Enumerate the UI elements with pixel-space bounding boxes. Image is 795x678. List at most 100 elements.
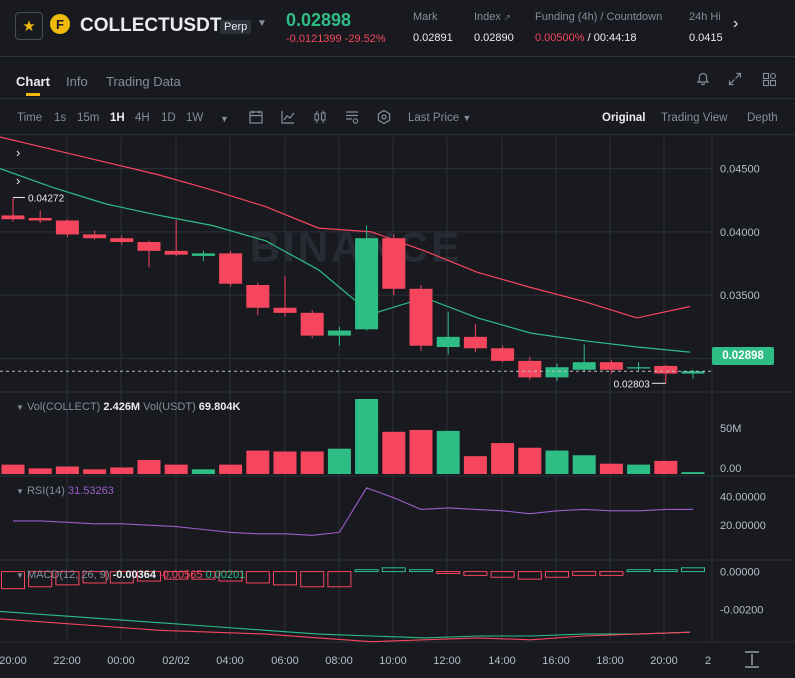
- volume-eye-icon[interactable]: ▼: [16, 403, 24, 412]
- time-axis-label: 18:00: [596, 655, 624, 667]
- macd-collapse-icon[interactable]: ▼: [16, 571, 24, 580]
- volume-bar: [545, 450, 569, 474]
- timeframe-1h[interactable]: 1H: [110, 112, 125, 124]
- timeframe-1d[interactable]: 1D: [161, 112, 176, 124]
- candle-body: [300, 312, 324, 336]
- expand-legend-icon: ›: [16, 145, 20, 160]
- candle-body: [137, 241, 161, 251]
- macd-histogram-bar: [273, 571, 297, 586]
- price-change-pct: -29.52%: [344, 33, 386, 45]
- macd-histogram-bar: [82, 571, 107, 584]
- candle-body: [382, 238, 406, 289]
- rsi-legend: ▼ RSI(14) 31.53263: [16, 485, 114, 497]
- expand-legend-icon: ›: [16, 173, 20, 188]
- macd-histogram-bar: [545, 571, 569, 578]
- volume-bar: [654, 460, 678, 474]
- macd-histogram-bar: [245, 571, 270, 584]
- volume-bar: [110, 467, 134, 474]
- time-axis-label: 02/02: [162, 655, 190, 667]
- tab-info[interactable]: Info: [66, 74, 88, 89]
- price-type-chevron-icon: ▼: [462, 113, 472, 123]
- view-trading-view[interactable]: Trading View: [661, 112, 728, 124]
- volume-bar: [83, 469, 107, 474]
- candle-body: [219, 253, 243, 284]
- candle-body: [572, 362, 596, 370]
- time-axis-label: 10:00: [379, 655, 407, 667]
- candle-body: [409, 288, 433, 346]
- macd-histogram-bar: [218, 571, 243, 582]
- chevron-right-icon[interactable]: ›: [733, 15, 739, 32]
- grid-icon[interactable]: [760, 70, 778, 88]
- macd-legend: ▼ MACD(12, 26, 9) -0.00364 -0.00565 0.00…: [16, 569, 245, 581]
- top-bar: ★ F COLLECTUSDT Perp ▼ 0.02898 -0.012139…: [0, 0, 795, 57]
- ma-fast-line: [0, 168, 691, 353]
- rsi-label: RSI(14): [26, 485, 65, 497]
- time-axis-label: 12:00: [433, 655, 461, 667]
- macd-histogram-bar: [191, 571, 216, 580]
- index-label[interactable]: Index ↗: [474, 11, 511, 23]
- tab-chart[interactable]: Chart: [16, 74, 50, 89]
- volume-bar: [355, 399, 379, 474]
- candle-body: [55, 220, 79, 235]
- view-original[interactable]: Original: [602, 112, 646, 124]
- macd-histogram-bar: [300, 571, 325, 588]
- candle-body: [164, 250, 188, 255]
- macd-histogram-bar: [409, 569, 433, 573]
- price-axis-tick: 0.04500: [720, 164, 760, 176]
- macd-histogram-bar: [626, 569, 651, 573]
- funding-rate: 0.00500%: [535, 32, 585, 44]
- chevron-down-icon[interactable]: ▼: [257, 18, 267, 29]
- indicator-icon[interactable]: [280, 109, 298, 127]
- symbol-title[interactable]: COLLECTUSDT: [80, 15, 222, 36]
- rsi-collapse-icon[interactable]: ▼: [16, 487, 24, 496]
- volume-bar: [55, 466, 79, 474]
- time-axis-label: 20:00: [650, 655, 678, 667]
- low-price-label: 0.02803: [614, 379, 651, 390]
- color-settings-icon[interactable]: [376, 109, 394, 127]
- fit-to-screen-icon[interactable]: [745, 651, 759, 668]
- price-axis-tick: 0.03500: [720, 290, 760, 302]
- timeframe-time[interactable]: Time: [17, 112, 43, 124]
- timeframe-1w[interactable]: 1W: [186, 112, 204, 124]
- star-icon[interactable]: ★: [15, 12, 43, 40]
- volume-bar: [327, 448, 351, 474]
- funding-countdown: / 00:44:18: [584, 32, 637, 44]
- mark-label: Mark: [413, 11, 438, 23]
- rsi-value: 31.53263: [67, 485, 114, 497]
- index-label-text: Index: [474, 11, 501, 23]
- volume-bar: [137, 459, 161, 474]
- price-type-select[interactable]: Last Price ▼: [408, 112, 471, 124]
- macd-histogram-bar: [137, 571, 161, 582]
- macd-histogram-bar: [55, 571, 80, 586]
- chart-settings-icon[interactable]: [344, 109, 362, 127]
- funding-value: 0.00500% / 00:44:18: [535, 32, 637, 44]
- volume-bar: [246, 450, 270, 474]
- current-price-tag: 0.02898: [712, 347, 774, 365]
- volume-bar: [572, 455, 596, 474]
- volume-bar: [463, 456, 487, 474]
- expand-icon[interactable]: [726, 70, 744, 88]
- last-price: 0.02898: [286, 10, 352, 30]
- candle-type-icon[interactable]: [312, 109, 330, 127]
- timeframe-1s[interactable]: 1s: [54, 112, 67, 124]
- macd-histogram-bar: [572, 571, 597, 576]
- macd-value-1: -0.00364: [112, 569, 157, 581]
- price-chart[interactable]: 0.045000.040000.035000.03000BINANCE››0.0…: [0, 135, 795, 678]
- coin-logo-icon: F: [50, 14, 70, 34]
- volume-bar: [28, 468, 52, 474]
- tab-trading-data[interactable]: Trading Data: [106, 74, 181, 89]
- timeframe-15m[interactable]: 15m: [77, 112, 100, 124]
- contract-type-badge: Perp: [220, 20, 252, 34]
- vol-usdt-value: 69.804K: [198, 401, 241, 413]
- rsi-line: [13, 487, 693, 536]
- view-depth[interactable]: Depth: [747, 112, 778, 124]
- candle-body: [545, 367, 569, 378]
- price-change: -0.0121399 -29.52%: [286, 33, 386, 45]
- timeframe-dropdown-icon[interactable]: ▼: [220, 114, 229, 124]
- bell-icon[interactable]: [694, 70, 712, 88]
- macd-histogram-bar: [354, 569, 379, 573]
- price-change-abs: -0.0121399: [286, 33, 342, 45]
- candle-body: [83, 234, 107, 239]
- timeframe-4h[interactable]: 4H: [135, 112, 150, 124]
- calendar-icon[interactable]: [248, 109, 266, 127]
